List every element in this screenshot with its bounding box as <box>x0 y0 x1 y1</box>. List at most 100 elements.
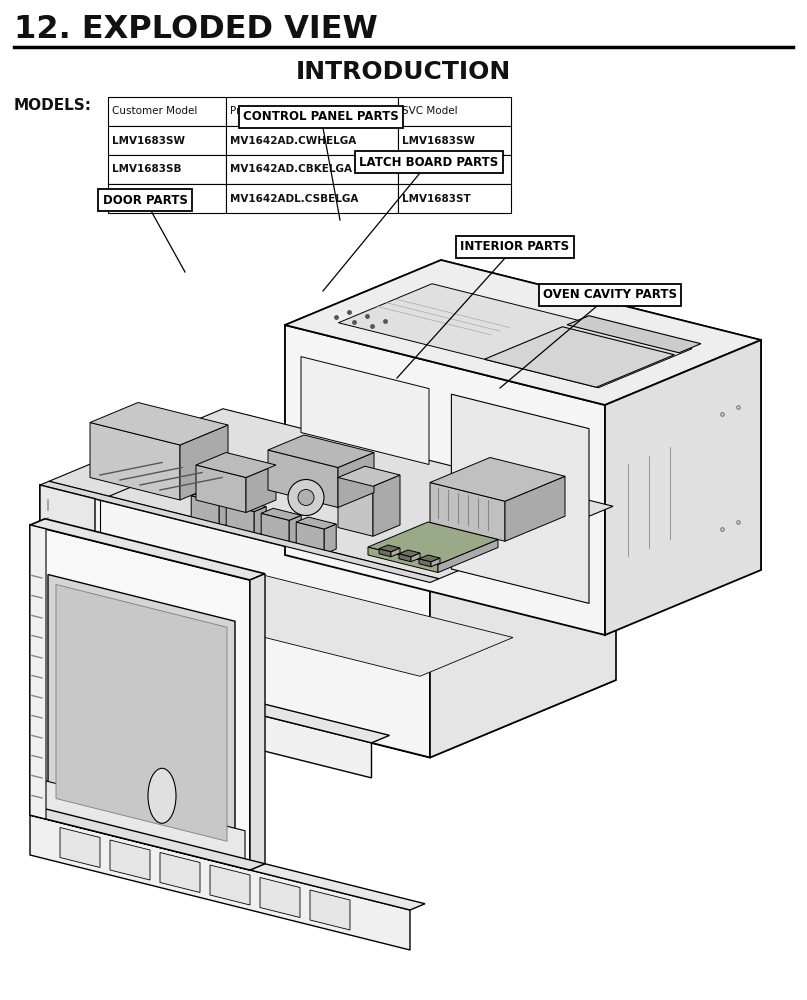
Polygon shape <box>301 357 429 464</box>
Polygon shape <box>40 582 616 758</box>
Polygon shape <box>210 865 250 905</box>
Text: LMV1683ST: LMV1683ST <box>402 194 470 204</box>
Bar <box>226 184 398 213</box>
Polygon shape <box>338 478 373 536</box>
Polygon shape <box>30 815 410 950</box>
Polygon shape <box>296 522 324 554</box>
Polygon shape <box>338 284 692 388</box>
Bar <box>108 184 226 213</box>
Polygon shape <box>605 340 761 635</box>
Polygon shape <box>226 500 266 512</box>
Text: http://                  .com: http:// .com <box>345 530 455 540</box>
Polygon shape <box>220 498 231 528</box>
Polygon shape <box>368 522 498 564</box>
Polygon shape <box>411 553 420 562</box>
Bar <box>398 184 511 213</box>
Text: DOOR PARTS: DOOR PARTS <box>102 194 187 207</box>
Polygon shape <box>250 574 265 870</box>
Polygon shape <box>438 540 498 572</box>
Text: SVC Model: SVC Model <box>402 106 458 116</box>
Polygon shape <box>180 425 228 500</box>
Polygon shape <box>430 458 565 501</box>
Polygon shape <box>30 519 265 580</box>
Polygon shape <box>105 559 513 676</box>
Polygon shape <box>289 515 301 545</box>
Polygon shape <box>268 450 338 508</box>
Polygon shape <box>261 513 289 545</box>
Polygon shape <box>505 476 565 541</box>
Text: MV1642ADL.CSBELGA: MV1642ADL.CSBELGA <box>230 194 358 204</box>
Polygon shape <box>196 465 246 512</box>
Polygon shape <box>40 485 95 674</box>
Circle shape <box>298 489 314 506</box>
Polygon shape <box>441 260 761 570</box>
Polygon shape <box>226 505 254 537</box>
Text: CONTROL PANEL PARTS: CONTROL PANEL PARTS <box>243 110 399 123</box>
Polygon shape <box>391 548 400 557</box>
Polygon shape <box>191 496 220 528</box>
Text: 12. EXPLODED VIEW: 12. EXPLODED VIEW <box>14 14 378 45</box>
Polygon shape <box>324 524 337 554</box>
Bar <box>108 126 226 155</box>
Polygon shape <box>338 466 400 486</box>
Text: LATCH BOARD PARTS: LATCH BOARD PARTS <box>359 155 499 168</box>
Polygon shape <box>430 505 616 758</box>
Polygon shape <box>310 890 350 930</box>
Polygon shape <box>40 481 439 582</box>
Polygon shape <box>30 809 265 870</box>
Text: OVEN CAVITY PARTS: OVEN CAVITY PARTS <box>543 288 677 302</box>
Polygon shape <box>567 316 701 353</box>
Text: LMV1683SB: LMV1683SB <box>402 164 471 174</box>
Polygon shape <box>285 260 441 555</box>
Text: LMV1683ST: LMV1683ST <box>112 194 181 204</box>
Text: INTERIOR PARTS: INTERIOR PARTS <box>461 240 570 253</box>
Polygon shape <box>261 508 301 520</box>
Bar <box>226 155 398 184</box>
Polygon shape <box>285 325 605 635</box>
Polygon shape <box>451 394 589 603</box>
Polygon shape <box>90 402 228 445</box>
Polygon shape <box>95 627 216 676</box>
Polygon shape <box>260 878 300 918</box>
Circle shape <box>288 480 324 516</box>
Polygon shape <box>246 465 276 512</box>
Bar <box>108 155 226 184</box>
Polygon shape <box>56 584 227 841</box>
Polygon shape <box>196 452 276 478</box>
Text: Customer Model: Customer Model <box>112 106 198 116</box>
Polygon shape <box>268 435 374 468</box>
Text: INTRODUCTION: INTRODUCTION <box>295 60 511 84</box>
Polygon shape <box>431 558 440 567</box>
Polygon shape <box>399 550 420 557</box>
Polygon shape <box>48 574 235 851</box>
Polygon shape <box>177 687 390 743</box>
Bar <box>226 97 398 126</box>
Polygon shape <box>419 555 440 562</box>
Polygon shape <box>35 778 245 864</box>
Text: Product Code: Product Code <box>230 106 299 116</box>
Polygon shape <box>484 327 675 387</box>
Polygon shape <box>30 525 46 819</box>
Polygon shape <box>30 525 250 870</box>
Bar <box>398 155 511 184</box>
Polygon shape <box>430 483 505 541</box>
Polygon shape <box>110 840 150 880</box>
Bar <box>108 97 226 126</box>
Polygon shape <box>90 422 180 500</box>
Polygon shape <box>419 559 431 567</box>
Text: MV1642AD.CBKELGA: MV1642AD.CBKELGA <box>230 164 352 174</box>
Polygon shape <box>254 507 266 537</box>
Text: LMV1683SB: LMV1683SB <box>112 164 182 174</box>
Text: MODELS:: MODELS: <box>14 98 92 113</box>
Polygon shape <box>30 809 425 910</box>
Bar <box>398 126 511 155</box>
Bar <box>226 126 398 155</box>
Ellipse shape <box>148 768 176 823</box>
Polygon shape <box>338 452 374 508</box>
Bar <box>398 97 511 126</box>
Polygon shape <box>60 828 100 867</box>
Polygon shape <box>379 549 391 557</box>
Polygon shape <box>399 554 411 562</box>
Text: LMV1683SW: LMV1683SW <box>112 135 185 145</box>
Polygon shape <box>40 485 430 758</box>
